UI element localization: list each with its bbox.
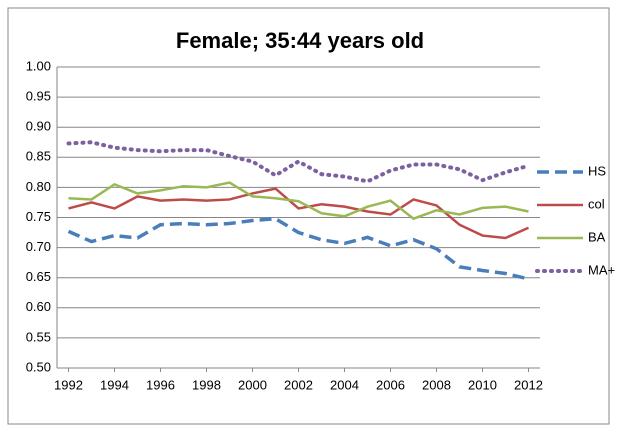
y-tick-label: 1.00 (26, 58, 51, 73)
legend-label: col (588, 196, 605, 211)
y-tick-label: 0.90 (26, 119, 51, 134)
legend-label: BA (588, 229, 606, 244)
y-tick-label: 0.70 (26, 239, 51, 254)
x-tick-label: 2012 (514, 377, 543, 392)
y-tick-label: 0.65 (26, 269, 51, 284)
x-tick-label: 2000 (238, 377, 267, 392)
x-tick-label: 2006 (376, 377, 405, 392)
chart-title: Female; 35:44 years old (176, 28, 424, 53)
x-tick-label: 2008 (422, 377, 451, 392)
y-tick-label: 0.80 (26, 179, 51, 194)
y-tick-label: 0.55 (26, 329, 51, 344)
y-tick-label: 0.85 (26, 149, 51, 164)
y-tick-label: 0.50 (26, 359, 51, 374)
x-tick-label: 1994 (100, 377, 129, 392)
chart-border (7, 7, 610, 425)
series-line (66, 140, 531, 184)
y-tick-label: 0.60 (26, 299, 51, 314)
y-tick-label: 0.95 (26, 89, 51, 104)
x-tick-label: 2002 (284, 377, 313, 392)
legend-label: MA+ (588, 262, 615, 277)
x-tick-label: 2004 (330, 377, 359, 392)
x-tick-label: 1996 (146, 377, 175, 392)
series-line (68, 181, 529, 221)
y-tick-label: 0.75 (26, 209, 51, 224)
x-tick-label: 1992 (54, 377, 83, 392)
series-line (68, 187, 530, 240)
legend-label: HS (588, 163, 606, 178)
x-tick-label: 1998 (192, 377, 221, 392)
series-line (67, 216, 529, 281)
x-tick-label: 2010 (468, 377, 497, 392)
